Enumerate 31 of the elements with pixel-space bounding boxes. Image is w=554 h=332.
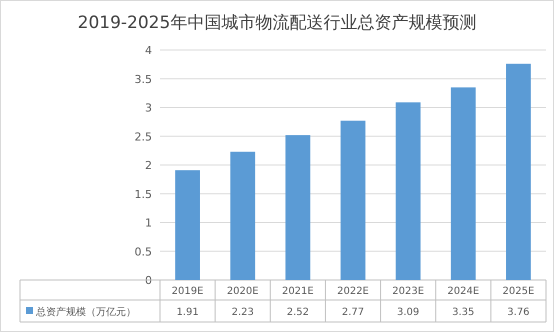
x-tick-label: 2022E xyxy=(337,286,369,297)
y-tick-label: 1.5 xyxy=(134,188,152,201)
x-tick-label: 2019E xyxy=(172,286,204,297)
bar xyxy=(285,135,310,280)
bar xyxy=(450,87,476,280)
data-label: 3.76 xyxy=(507,307,530,318)
x-tick-label: 2023E xyxy=(392,286,424,297)
y-tick-label: 3.5 xyxy=(134,72,152,86)
data-label: 3.35 xyxy=(452,307,474,318)
bar xyxy=(396,102,421,280)
data-label: 1.91 xyxy=(176,307,199,318)
y-tick-label: 3 xyxy=(145,102,152,114)
data-label: 3.09 xyxy=(397,307,420,318)
data-label: 2.52 xyxy=(286,307,309,318)
bar xyxy=(230,152,256,280)
data-label: 2.77 xyxy=(342,307,364,318)
y-tick-label: 4 xyxy=(145,44,152,57)
bar xyxy=(175,170,200,280)
x-tick-label: 2025E xyxy=(502,286,534,297)
bar xyxy=(340,120,366,280)
x-tick-label: 2021E xyxy=(282,286,314,297)
legend-label: 总资产规模（万亿元） xyxy=(35,306,136,318)
data-label: 2.23 xyxy=(232,307,254,318)
y-tick-label: 2.5 xyxy=(134,130,152,144)
chart-title: 2019-2025年中国城市物流配送行业总资产规模预测 xyxy=(78,13,476,33)
y-tick-label: 2 xyxy=(145,159,152,172)
bar xyxy=(506,64,531,280)
y-tick-label: 0.5 xyxy=(134,245,152,258)
y-tick-label: 1 xyxy=(145,216,152,230)
x-tick-label: 2020E xyxy=(226,286,259,297)
x-tick-label: 2024E xyxy=(447,286,480,297)
